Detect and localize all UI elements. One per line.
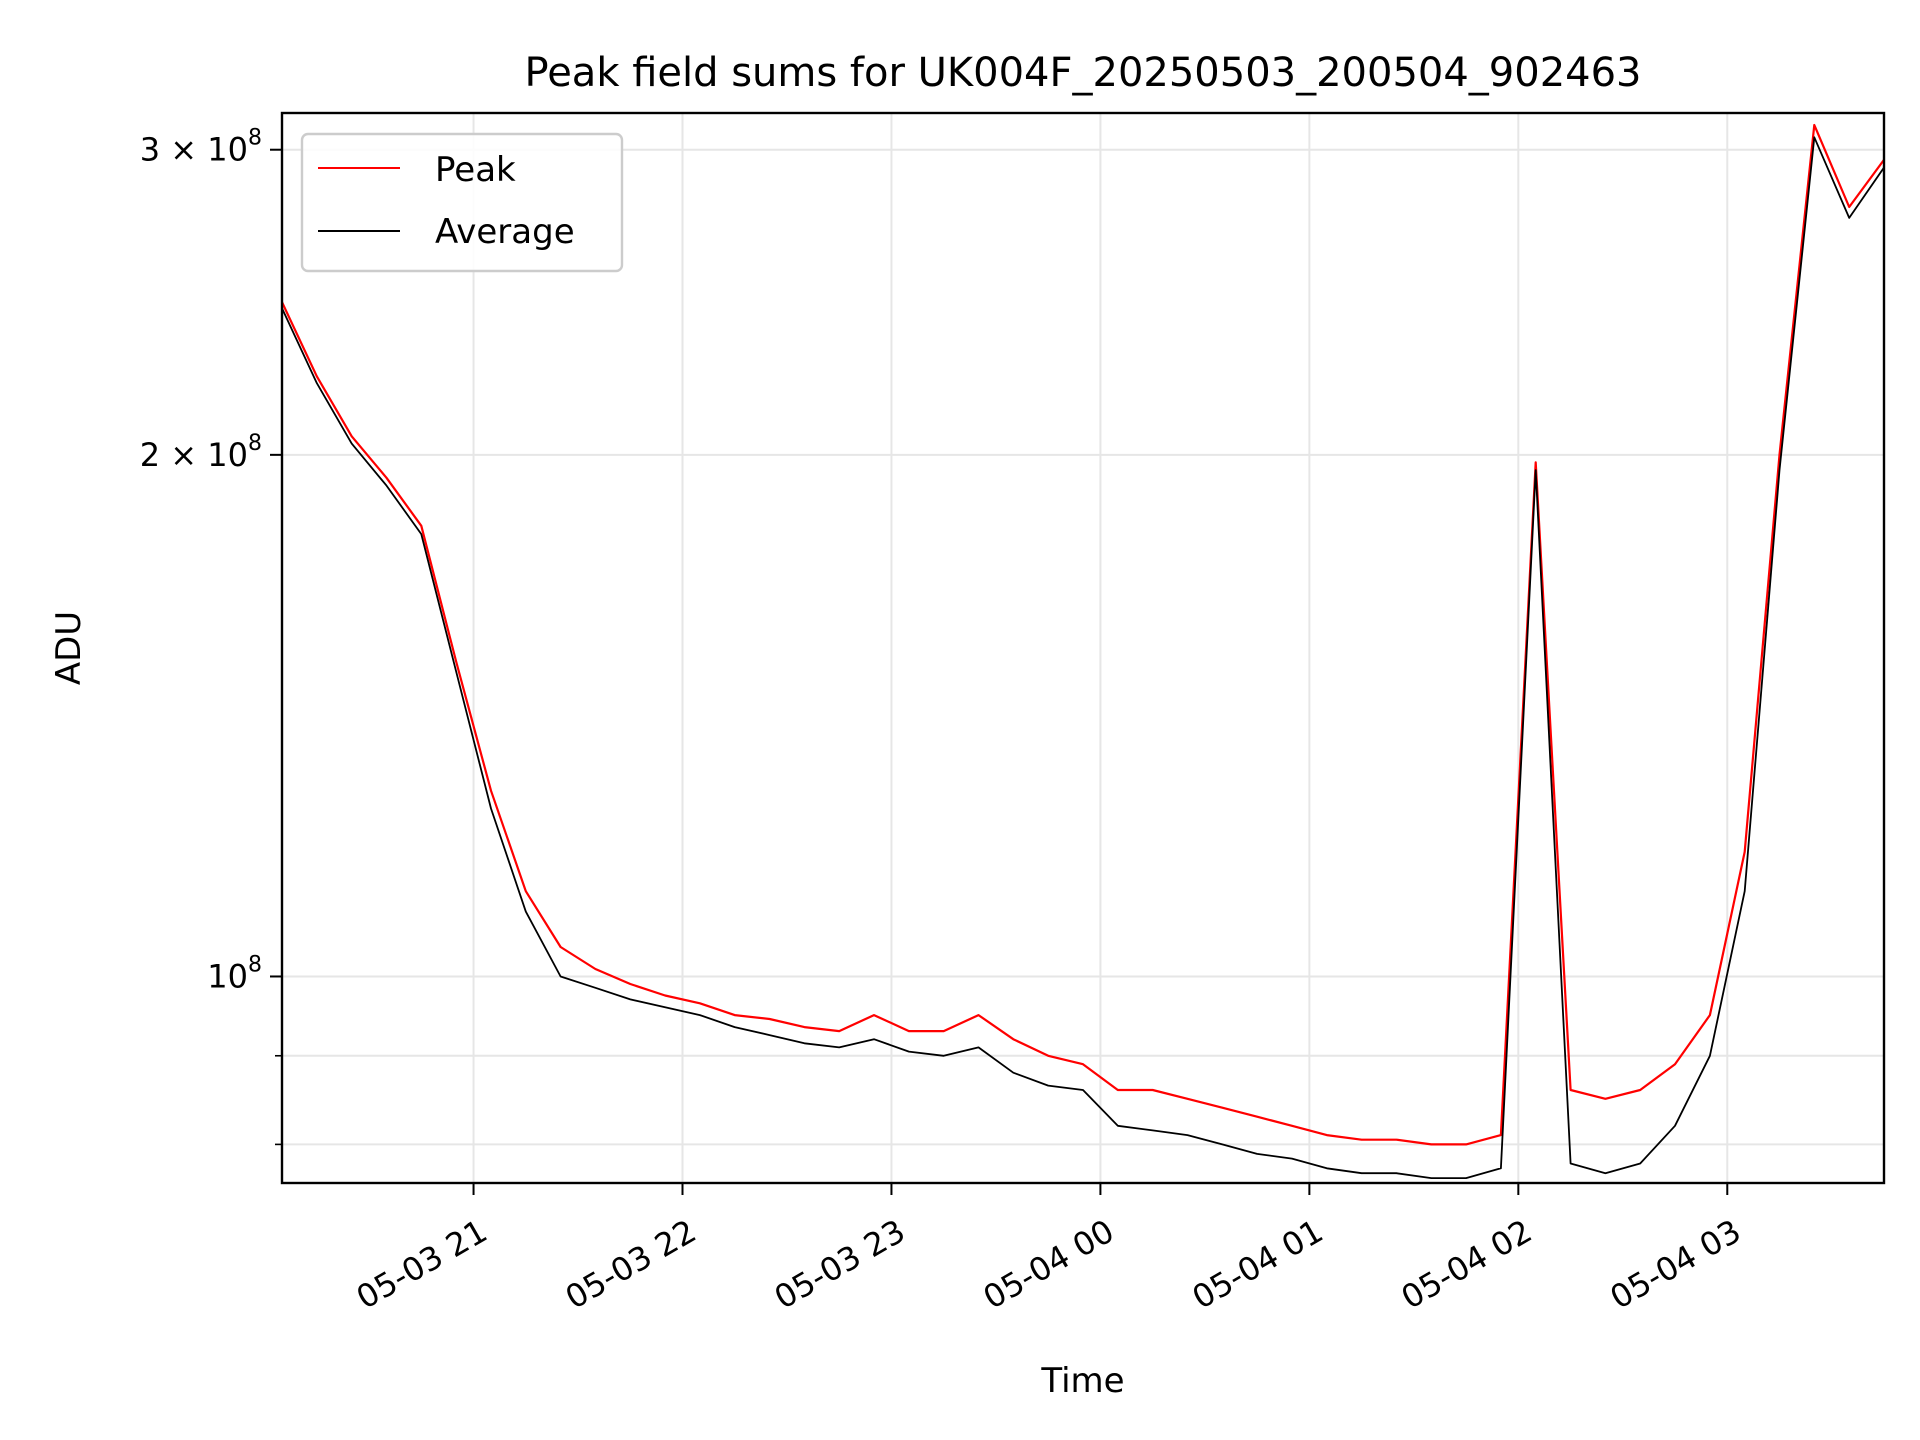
plot-frame: [280, 111, 1886, 1185]
x-axis-label: Time: [1040, 1361, 1124, 1401]
legend-label-peak: Peak: [435, 150, 516, 190]
series-line-peak: [282, 123, 1884, 1146]
y-axis-label: ADU: [49, 611, 89, 685]
series-line-average: [282, 136, 1884, 1179]
y-axis: 108 2 × 108 3 × 108: [140, 126, 282, 1146]
y-tick-label-0: 108: [207, 952, 262, 995]
chart-title: Peak field sums for UK004F_20250503_2005…: [525, 50, 1642, 96]
legend: Peak Average: [300, 132, 624, 273]
y-tick-label-1: 2 × 108: [140, 431, 262, 474]
y-tick-label-2: 3 × 108: [140, 126, 262, 169]
series-layer: [282, 123, 1884, 1179]
legend-label-average: Average: [435, 212, 575, 252]
grid: [282, 113, 1884, 1183]
